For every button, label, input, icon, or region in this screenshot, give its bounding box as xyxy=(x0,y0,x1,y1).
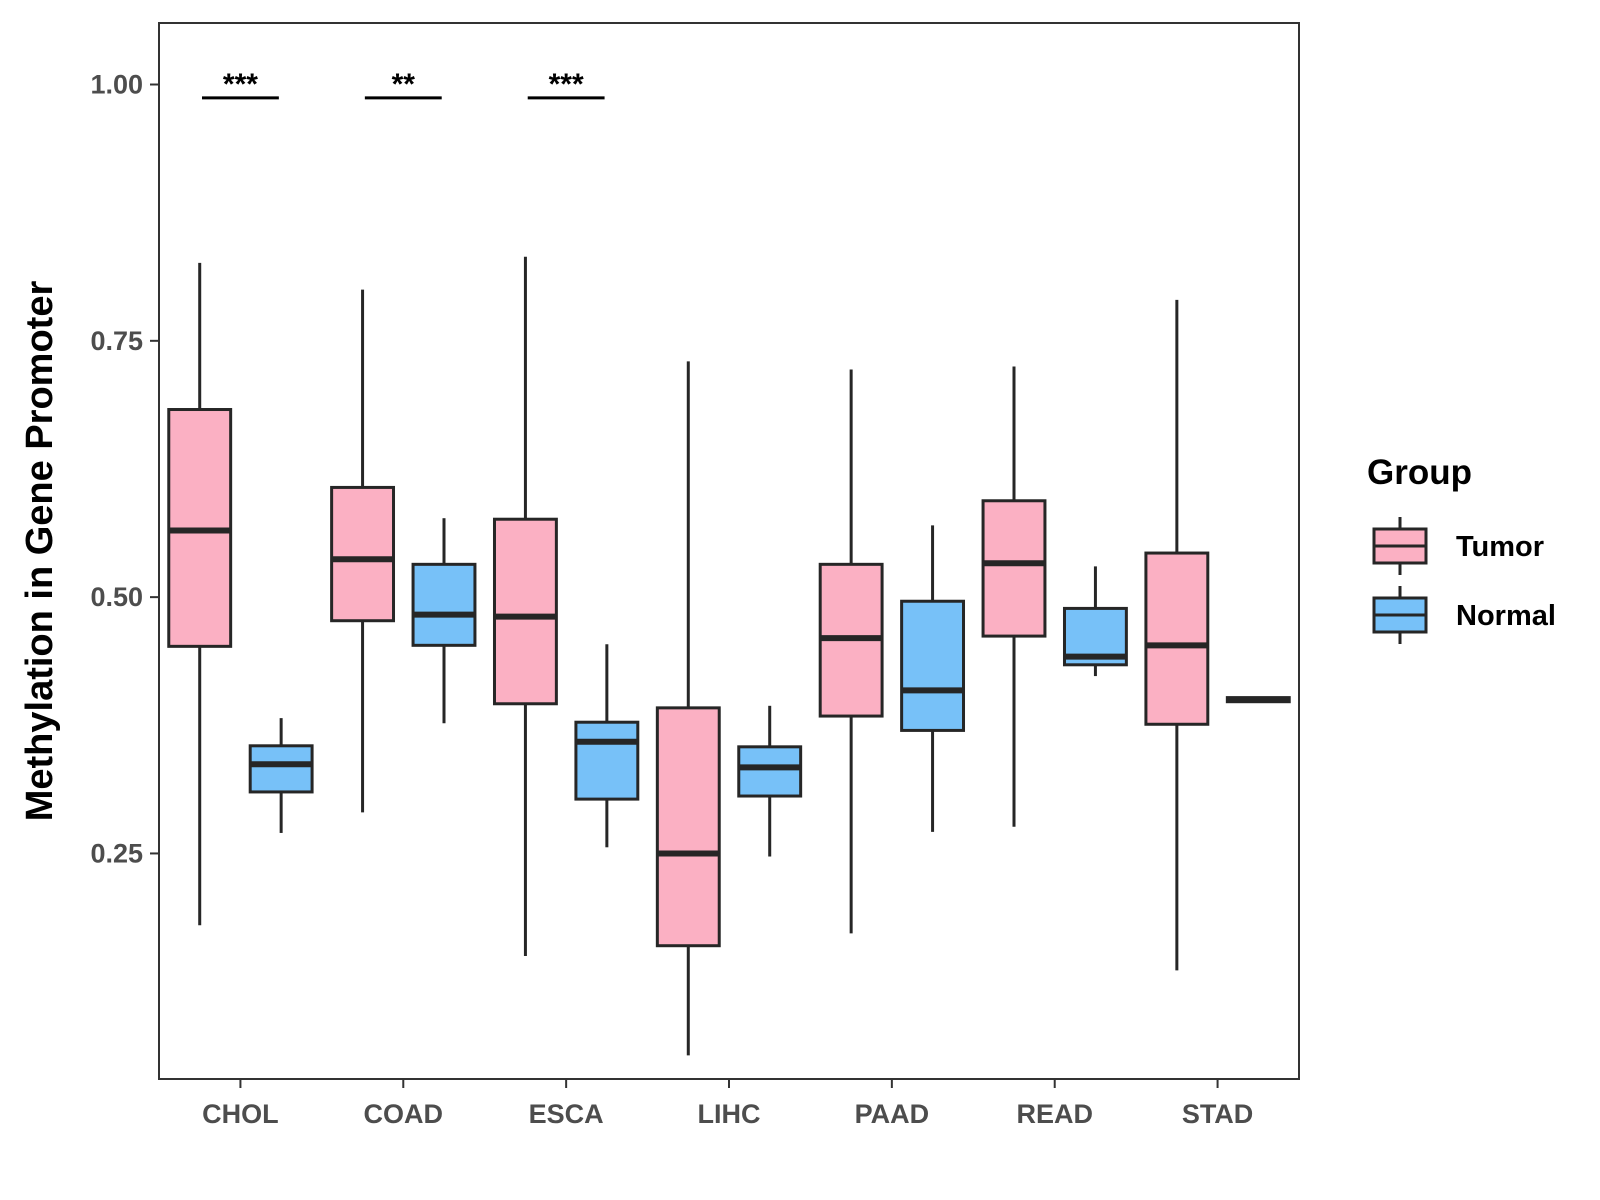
box-tumor-lihc xyxy=(655,361,721,1056)
legend: Group Tumor Normal xyxy=(1367,453,1556,644)
box-body-normal-coad xyxy=(411,562,477,647)
x-tick-label: READ xyxy=(1016,1099,1093,1129)
box-normal-stad xyxy=(1225,696,1291,704)
y-axis-title: Methylation in Gene Promoter xyxy=(19,281,61,822)
legend-label-normal: Normal xyxy=(1456,600,1556,632)
legend-key-tumor xyxy=(1372,517,1428,575)
x-tick-label: CHOL xyxy=(202,1099,279,1129)
significance-label-coad: ** xyxy=(392,68,416,101)
box-body-tumor-read xyxy=(981,499,1047,638)
y-tick-label: 0.75 xyxy=(90,326,143,356)
legend-label-tumor: Tumor xyxy=(1456,531,1544,563)
significance-label-chol: *** xyxy=(223,68,258,101)
x-axis: CHOL COAD ESCA LIHC PAAD READ STAD xyxy=(202,1079,1253,1129)
x-tick-label: PAAD xyxy=(855,1099,930,1129)
box-body-normal-esca xyxy=(574,720,640,801)
box-body-normal-chol xyxy=(248,744,314,794)
x-tick-label: STAD xyxy=(1182,1099,1254,1129)
box-tumor-chol xyxy=(167,262,233,926)
box-normal-lihc xyxy=(737,705,803,857)
box-tumor-paad xyxy=(818,369,884,934)
box-tumor-stad xyxy=(1144,299,1210,971)
box-body-tumor-coad xyxy=(330,485,396,623)
y-axis: 0.25 0.50 0.75 1.00 xyxy=(90,70,159,868)
y-tick-label: 0.50 xyxy=(90,582,143,612)
plot-area: *** ** *** xyxy=(167,68,1291,1056)
box-body-normal-lihc xyxy=(737,745,803,798)
box-normal-coad xyxy=(411,518,477,724)
x-tick-label: ESCA xyxy=(529,1099,604,1129)
legend-title: Group xyxy=(1367,453,1472,492)
plot-panel-border xyxy=(158,22,1300,1080)
box-normal-read xyxy=(1062,566,1128,677)
box-normal-chol xyxy=(248,718,314,833)
significance-label-esca: *** xyxy=(549,68,584,101)
box-body-tumor-lihc xyxy=(655,706,721,948)
y-tick-label: 0.25 xyxy=(90,838,143,868)
box-normal-esca xyxy=(574,644,640,848)
box-body-normal-paad xyxy=(900,599,966,732)
x-tick-label: LIHC xyxy=(698,1099,761,1129)
box-tumor-coad xyxy=(330,289,396,813)
y-tick-label: 1.00 xyxy=(90,70,143,100)
box-normal-paad xyxy=(900,525,966,832)
box-tumor-esca xyxy=(492,256,558,956)
x-tick-label: COAD xyxy=(364,1099,444,1129)
box-body-tumor-esca xyxy=(492,517,558,706)
box-tumor-read xyxy=(981,366,1047,827)
box-body-tumor-stad xyxy=(1144,551,1210,726)
legend-key-normal xyxy=(1372,586,1428,644)
